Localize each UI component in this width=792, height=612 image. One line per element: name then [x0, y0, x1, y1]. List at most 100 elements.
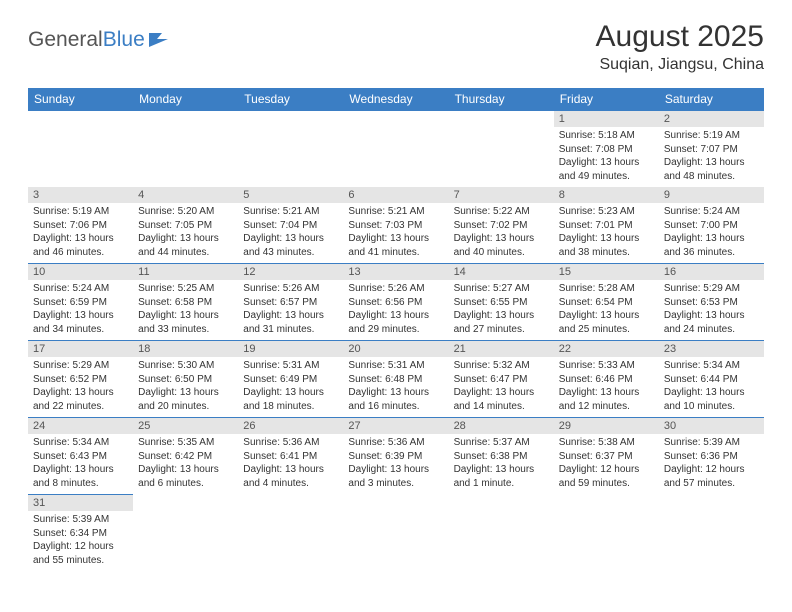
calendar-cell: 30Sunrise: 5:39 AMSunset: 6:36 PMDayligh…	[659, 418, 764, 495]
calendar-cell: 3Sunrise: 5:19 AMSunset: 7:06 PMDaylight…	[28, 187, 133, 264]
day-details: Sunrise: 5:28 AMSunset: 6:54 PMDaylight:…	[554, 280, 659, 340]
day-details: Sunrise: 5:26 AMSunset: 6:56 PMDaylight:…	[343, 280, 448, 340]
day-number: 28	[449, 418, 554, 434]
weekday-header: Sunday	[28, 88, 133, 111]
sunset-text: Sunset: 7:08 PM	[559, 143, 654, 157]
day-details: Sunrise: 5:33 AMSunset: 6:46 PMDaylight:…	[554, 357, 659, 417]
day-number: 12	[238, 264, 343, 280]
calendar-cell	[554, 495, 659, 572]
logo-text-blue: Blue	[103, 28, 145, 52]
sunset-text: Sunset: 6:58 PM	[138, 296, 233, 310]
sunset-text: Sunset: 6:47 PM	[454, 373, 549, 387]
calendar-cell: 6Sunrise: 5:21 AMSunset: 7:03 PMDaylight…	[343, 187, 448, 264]
sunrise-text: Sunrise: 5:31 AM	[243, 359, 338, 373]
day-details: Sunrise: 5:20 AMSunset: 7:05 PMDaylight:…	[133, 203, 238, 263]
sunrise-text: Sunrise: 5:36 AM	[348, 436, 443, 450]
day-details: Sunrise: 5:34 AMSunset: 6:44 PMDaylight:…	[659, 357, 764, 417]
day-number: 16	[659, 264, 764, 280]
day-number: 10	[28, 264, 133, 280]
day-details: Sunrise: 5:30 AMSunset: 6:50 PMDaylight:…	[133, 357, 238, 417]
sunrise-text: Sunrise: 5:29 AM	[664, 282, 759, 296]
day-details: Sunrise: 5:27 AMSunset: 6:55 PMDaylight:…	[449, 280, 554, 340]
daylight-text: Daylight: 13 hours and 1 minute.	[454, 463, 549, 490]
calendar-cell: 25Sunrise: 5:35 AMSunset: 6:42 PMDayligh…	[133, 418, 238, 495]
daylight-text: Daylight: 13 hours and 22 minutes.	[33, 386, 128, 413]
sunrise-text: Sunrise: 5:23 AM	[559, 205, 654, 219]
sunset-text: Sunset: 7:00 PM	[664, 219, 759, 233]
calendar-cell	[659, 495, 764, 572]
day-details: Sunrise: 5:36 AMSunset: 6:39 PMDaylight:…	[343, 434, 448, 494]
day-number: 11	[133, 264, 238, 280]
sunset-text: Sunset: 6:59 PM	[33, 296, 128, 310]
logo: GeneralBlue	[28, 28, 170, 52]
day-details: Sunrise: 5:18 AMSunset: 7:08 PMDaylight:…	[554, 127, 659, 187]
day-number: 27	[343, 418, 448, 434]
calendar-week-row: 3Sunrise: 5:19 AMSunset: 7:06 PMDaylight…	[28, 187, 764, 264]
day-details: Sunrise: 5:39 AMSunset: 6:36 PMDaylight:…	[659, 434, 764, 494]
day-number: 13	[343, 264, 448, 280]
title-block: August 2025 Suqian, Jiangsu, China	[596, 20, 764, 74]
sunrise-text: Sunrise: 5:21 AM	[348, 205, 443, 219]
calendar-cell: 16Sunrise: 5:29 AMSunset: 6:53 PMDayligh…	[659, 264, 764, 341]
calendar-cell: 12Sunrise: 5:26 AMSunset: 6:57 PMDayligh…	[238, 264, 343, 341]
calendar-cell: 26Sunrise: 5:36 AMSunset: 6:41 PMDayligh…	[238, 418, 343, 495]
day-details: Sunrise: 5:38 AMSunset: 6:37 PMDaylight:…	[554, 434, 659, 494]
calendar-week-row: 31Sunrise: 5:39 AMSunset: 6:34 PMDayligh…	[28, 495, 764, 572]
calendar-cell: 23Sunrise: 5:34 AMSunset: 6:44 PMDayligh…	[659, 341, 764, 418]
day-number: 29	[554, 418, 659, 434]
calendar-cell: 5Sunrise: 5:21 AMSunset: 7:04 PMDaylight…	[238, 187, 343, 264]
calendar-cell: 27Sunrise: 5:36 AMSunset: 6:39 PMDayligh…	[343, 418, 448, 495]
page-header: GeneralBlue August 2025 Suqian, Jiangsu,…	[28, 20, 764, 74]
sunrise-text: Sunrise: 5:27 AM	[454, 282, 549, 296]
sunrise-text: Sunrise: 5:19 AM	[33, 205, 128, 219]
day-details: Sunrise: 5:31 AMSunset: 6:48 PMDaylight:…	[343, 357, 448, 417]
calendar-cell: 22Sunrise: 5:33 AMSunset: 6:46 PMDayligh…	[554, 341, 659, 418]
daylight-text: Daylight: 13 hours and 12 minutes.	[559, 386, 654, 413]
sunset-text: Sunset: 6:42 PM	[138, 450, 233, 464]
daylight-text: Daylight: 13 hours and 46 minutes.	[33, 232, 128, 259]
daylight-text: Daylight: 13 hours and 4 minutes.	[243, 463, 338, 490]
sunrise-text: Sunrise: 5:28 AM	[559, 282, 654, 296]
daylight-text: Daylight: 13 hours and 36 minutes.	[664, 232, 759, 259]
weekday-header: Saturday	[659, 88, 764, 111]
calendar-cell	[28, 111, 133, 188]
sunset-text: Sunset: 7:03 PM	[348, 219, 443, 233]
day-number: 25	[133, 418, 238, 434]
daylight-text: Daylight: 13 hours and 27 minutes.	[454, 309, 549, 336]
calendar-week-row: 10Sunrise: 5:24 AMSunset: 6:59 PMDayligh…	[28, 264, 764, 341]
daylight-text: Daylight: 13 hours and 34 minutes.	[33, 309, 128, 336]
calendar-cell: 31Sunrise: 5:39 AMSunset: 6:34 PMDayligh…	[28, 495, 133, 572]
sunset-text: Sunset: 6:37 PM	[559, 450, 654, 464]
daylight-text: Daylight: 13 hours and 33 minutes.	[138, 309, 233, 336]
calendar-cell: 8Sunrise: 5:23 AMSunset: 7:01 PMDaylight…	[554, 187, 659, 264]
day-details: Sunrise: 5:19 AMSunset: 7:06 PMDaylight:…	[28, 203, 133, 263]
sunset-text: Sunset: 6:56 PM	[348, 296, 443, 310]
day-number: 1	[554, 111, 659, 127]
daylight-text: Daylight: 13 hours and 3 minutes.	[348, 463, 443, 490]
sunset-text: Sunset: 6:49 PM	[243, 373, 338, 387]
sunrise-text: Sunrise: 5:24 AM	[33, 282, 128, 296]
day-details: Sunrise: 5:25 AMSunset: 6:58 PMDaylight:…	[133, 280, 238, 340]
calendar-cell	[343, 111, 448, 188]
calendar-week-row: 24Sunrise: 5:34 AMSunset: 6:43 PMDayligh…	[28, 418, 764, 495]
sunset-text: Sunset: 6:36 PM	[664, 450, 759, 464]
sunset-text: Sunset: 7:06 PM	[33, 219, 128, 233]
calendar-cell: 11Sunrise: 5:25 AMSunset: 6:58 PMDayligh…	[133, 264, 238, 341]
calendar-cell	[343, 495, 448, 572]
day-details: Sunrise: 5:23 AMSunset: 7:01 PMDaylight:…	[554, 203, 659, 263]
sunset-text: Sunset: 6:48 PM	[348, 373, 443, 387]
day-details: Sunrise: 5:24 AMSunset: 6:59 PMDaylight:…	[28, 280, 133, 340]
daylight-text: Daylight: 13 hours and 6 minutes.	[138, 463, 233, 490]
sunrise-text: Sunrise: 5:38 AM	[559, 436, 654, 450]
month-title: August 2025	[596, 20, 764, 54]
sunset-text: Sunset: 7:04 PM	[243, 219, 338, 233]
sunset-text: Sunset: 6:50 PM	[138, 373, 233, 387]
sunrise-text: Sunrise: 5:18 AM	[559, 129, 654, 143]
daylight-text: Daylight: 13 hours and 18 minutes.	[243, 386, 338, 413]
weekday-header: Thursday	[449, 88, 554, 111]
calendar-cell: 14Sunrise: 5:27 AMSunset: 6:55 PMDayligh…	[449, 264, 554, 341]
day-number: 7	[449, 187, 554, 203]
day-number: 3	[28, 187, 133, 203]
sunset-text: Sunset: 6:38 PM	[454, 450, 549, 464]
sunset-text: Sunset: 7:02 PM	[454, 219, 549, 233]
